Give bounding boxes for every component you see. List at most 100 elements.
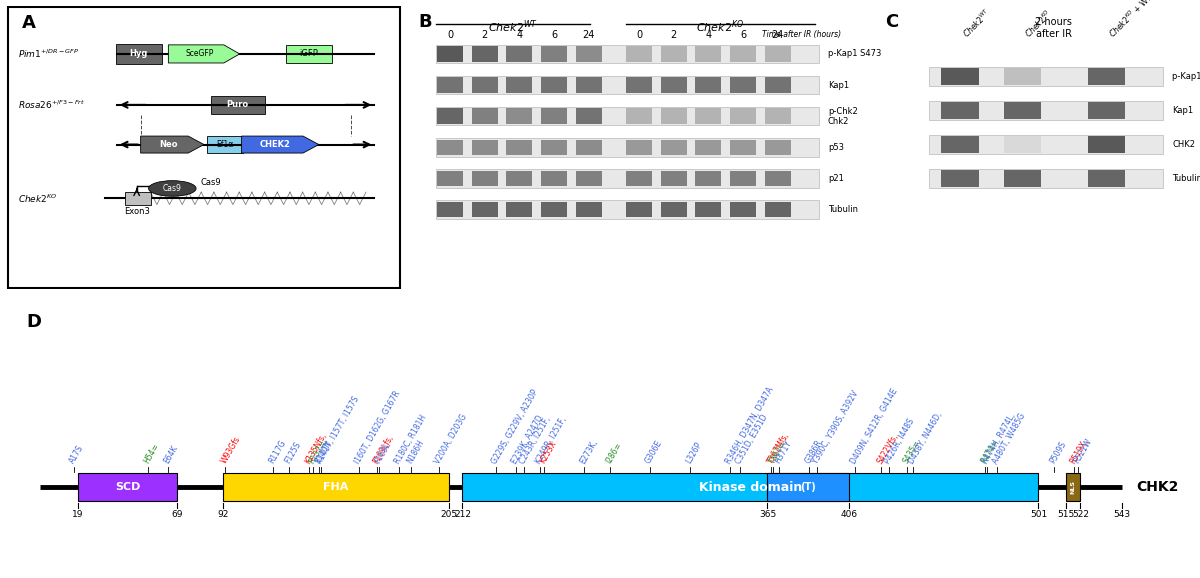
Bar <box>695 109 721 124</box>
Text: D: D <box>26 313 41 331</box>
Text: Time after IR (hours): Time after IR (hours) <box>762 30 841 39</box>
Text: $\it{Chek2}^{WT}$: $\it{Chek2}^{WT}$ <box>488 18 538 35</box>
Bar <box>541 202 568 217</box>
Text: 205: 205 <box>440 510 457 519</box>
Bar <box>730 109 756 124</box>
Bar <box>1088 170 1126 187</box>
Bar <box>541 109 568 124</box>
FancyBboxPatch shape <box>223 473 449 501</box>
Bar <box>695 171 721 186</box>
Text: 406: 406 <box>840 510 858 519</box>
Bar <box>929 66 1163 87</box>
Text: R346H, D347N, D347A: R346H, D347N, D347A <box>724 385 775 465</box>
Bar <box>437 77 463 93</box>
Bar <box>1003 102 1042 119</box>
FancyBboxPatch shape <box>768 473 850 501</box>
Text: Y390C, Y390S, A392V: Y390C, Y390S, A392V <box>811 389 860 465</box>
Text: iGFP: iGFP <box>300 50 318 58</box>
Bar <box>730 46 756 62</box>
Text: 522: 522 <box>1072 510 1088 519</box>
Text: 24: 24 <box>772 30 784 40</box>
Text: G386R: G386R <box>804 439 824 465</box>
Bar <box>576 77 601 93</box>
Text: D438Y, N446D,: D438Y, N446D, <box>907 410 944 465</box>
Text: N186H: N186H <box>404 438 426 465</box>
Text: (T): (T) <box>800 483 816 492</box>
Bar <box>437 76 818 94</box>
Text: E273K,: E273K, <box>578 438 599 465</box>
Text: $\it{Chek2}^{KO}$ + WT CHEK2: $\it{Chek2}^{KO}$ + WT CHEK2 <box>1106 0 1176 40</box>
Text: T367=,: T367=, <box>768 436 790 465</box>
Bar <box>437 45 818 63</box>
Bar <box>472 46 498 62</box>
FancyBboxPatch shape <box>125 192 150 205</box>
Text: A: A <box>22 14 36 32</box>
Bar <box>695 140 721 155</box>
Text: T367Mfs,: T367Mfs, <box>766 431 791 465</box>
Text: R519X,: R519X, <box>1068 437 1090 465</box>
Text: K253X: K253X <box>539 439 558 465</box>
Bar <box>941 136 979 153</box>
Bar <box>576 171 601 186</box>
Bar <box>660 140 686 155</box>
Bar <box>660 46 686 62</box>
Bar <box>541 46 568 62</box>
Text: R474=: R474= <box>979 438 1000 465</box>
Text: G306E: G306E <box>644 439 665 465</box>
Text: L326P: L326P <box>684 440 703 465</box>
Text: I286=: I286= <box>604 441 624 465</box>
Text: p21: p21 <box>828 174 844 183</box>
Text: B: B <box>419 13 432 31</box>
Bar <box>437 140 463 155</box>
Text: p53: p53 <box>828 143 844 152</box>
Text: F169L: F169L <box>373 440 392 465</box>
Bar <box>506 109 533 124</box>
Text: 515: 515 <box>1057 510 1075 519</box>
Text: H371Y: H371Y <box>774 439 794 465</box>
Text: C: C <box>886 13 899 31</box>
Text: C351D, E351D: C351D, E351D <box>733 413 769 465</box>
Text: 2: 2 <box>671 30 677 40</box>
FancyBboxPatch shape <box>286 45 332 63</box>
Text: 4: 4 <box>706 30 712 40</box>
Bar <box>1088 68 1126 85</box>
FancyBboxPatch shape <box>211 95 264 114</box>
Text: Cas9: Cas9 <box>163 184 181 193</box>
Bar <box>730 202 756 217</box>
Text: P426R, I448S: P426R, I448S <box>883 417 917 465</box>
Text: D409N, S412R, G414E: D409N, S412R, G414E <box>850 387 900 465</box>
Bar <box>506 46 533 62</box>
Text: Tubulin: Tubulin <box>828 205 858 214</box>
Text: Kap1: Kap1 <box>1172 106 1193 115</box>
Text: V200A, D203G: V200A, D203G <box>433 412 468 465</box>
Text: A480T, W485G: A480T, W485G <box>991 412 1027 465</box>
Bar <box>941 68 979 85</box>
Text: CHK2: CHK2 <box>1172 140 1195 149</box>
Bar <box>506 202 533 217</box>
Text: SceGFP: SceGFP <box>186 50 215 58</box>
Bar <box>941 102 979 119</box>
Text: I160T, D162G, G167R: I160T, D162G, G167R <box>353 389 402 465</box>
Bar <box>541 140 568 155</box>
Text: F125S: F125S <box>283 440 302 465</box>
Polygon shape <box>140 136 204 153</box>
Text: p-Kap1 S473: p-Kap1 S473 <box>828 50 881 58</box>
Bar <box>472 202 498 217</box>
Text: F169Lfs,: F169Lfs, <box>371 433 395 465</box>
Text: $\it{Chek2}^{KO}$: $\it{Chek2}^{KO}$ <box>696 18 744 35</box>
Bar <box>730 140 756 155</box>
Text: E64K: E64K <box>162 444 179 465</box>
Bar <box>576 46 601 62</box>
Bar <box>437 169 818 188</box>
Text: $\it{Pim1}^{+/DR-GFP}$: $\it{Pim1}^{+/DR-GFP}$ <box>18 48 79 60</box>
Bar <box>437 46 463 62</box>
Text: K141T, I157T, I157S: K141T, I157T, I157S <box>316 395 361 465</box>
Bar <box>576 202 601 217</box>
Text: A17S: A17S <box>68 444 85 465</box>
Bar <box>929 135 1163 154</box>
Text: P509S: P509S <box>1049 440 1068 465</box>
Bar <box>626 77 652 93</box>
Bar <box>626 109 652 124</box>
Bar <box>764 109 791 124</box>
Text: 6: 6 <box>740 30 746 40</box>
